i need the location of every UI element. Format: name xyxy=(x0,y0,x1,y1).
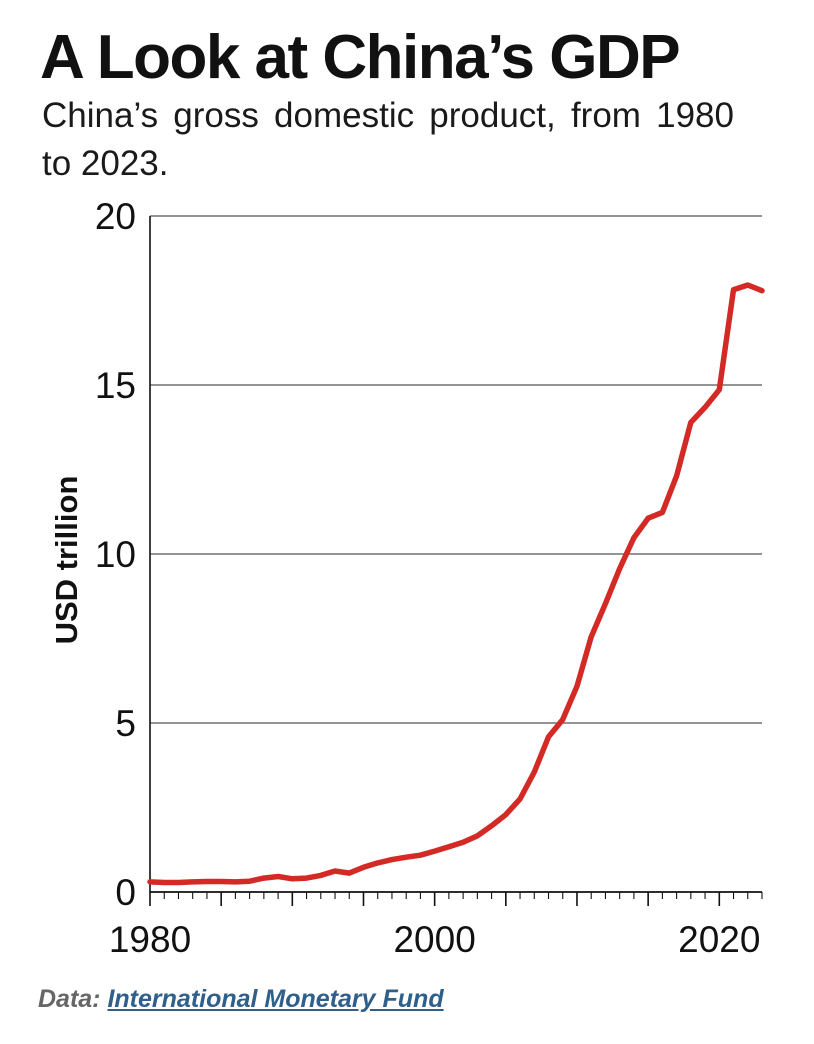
page-title: A Look at China’s GDP xyxy=(40,23,681,92)
x-tick-label: 1980 xyxy=(109,919,191,960)
source-note: Data: International Monetary Fund xyxy=(38,985,444,1014)
gridlines xyxy=(149,215,762,893)
y-tick-label: 10 xyxy=(95,534,136,575)
x-tick-labels: 1980 2000 2020 xyxy=(109,892,763,960)
gdp-series-line xyxy=(147,282,765,886)
x-tick-label: 2020 xyxy=(678,919,760,960)
source-prefix: Data: xyxy=(38,985,108,1013)
chart-subtitle: China’s gross domestic product, from 198… xyxy=(42,96,734,183)
x-tick-label: 2000 xyxy=(393,919,475,960)
y-tick-label: 15 xyxy=(95,365,136,406)
y-tick-labels: 0 5 10 15 20 xyxy=(95,196,136,913)
y-tick-label: 0 xyxy=(115,872,136,913)
y-tick-label: 20 xyxy=(95,196,136,237)
y-tick-label: 5 xyxy=(115,703,136,744)
source-link[interactable]: International Monetary Fund xyxy=(107,985,444,1013)
y-axis-label: USD trillion xyxy=(49,476,84,645)
gdp-line-chart: 0 5 10 15 20 1980 2000 2020 USD trillion xyxy=(49,196,765,960)
